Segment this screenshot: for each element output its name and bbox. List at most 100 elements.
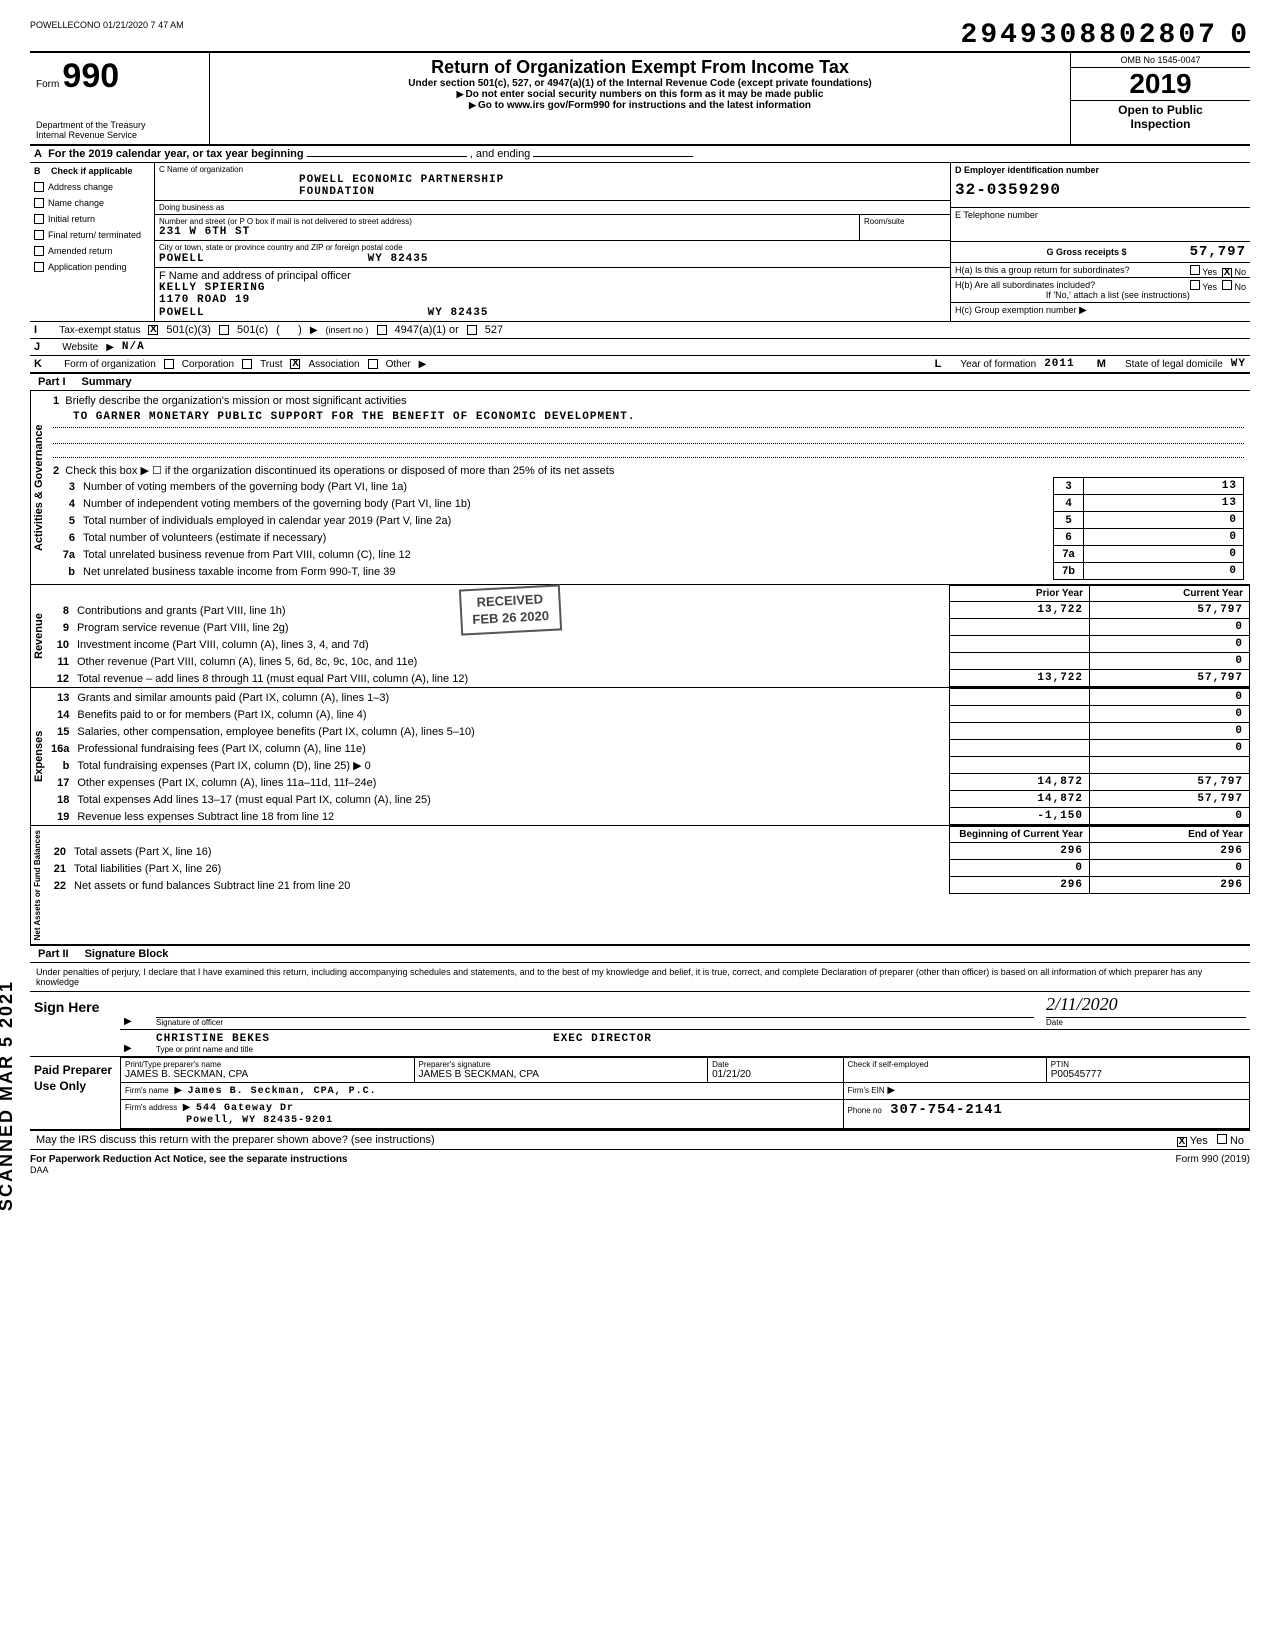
cb-ha-yes[interactable] bbox=[1190, 265, 1200, 275]
cb-corp[interactable] bbox=[164, 359, 174, 369]
paid-preparer-label: Paid Preparer Use Only bbox=[30, 1057, 120, 1129]
cb-discuss-no[interactable] bbox=[1217, 1134, 1227, 1144]
received-stamp: RECEIVED FEB 26 2020 bbox=[459, 584, 562, 635]
state-zip: WY 82435 bbox=[368, 253, 429, 265]
line-no: 9 bbox=[47, 619, 73, 636]
opt-other: Other bbox=[386, 359, 411, 370]
prep-name-label: Print/Type preparer's name bbox=[125, 1060, 410, 1069]
line-desc: Other revenue (Part VIII, column (A), li… bbox=[73, 653, 950, 670]
line-box: 7a bbox=[1054, 546, 1084, 563]
line-box: 7b bbox=[1054, 563, 1084, 580]
cb-address-change[interactable] bbox=[34, 182, 44, 192]
part1-name: Summary bbox=[74, 374, 1250, 391]
cb-amended-label: Amended return bbox=[48, 246, 113, 256]
firm-addr1: 544 Gateway Dr bbox=[196, 1103, 294, 1114]
dln-suffix: 0 bbox=[1230, 20, 1250, 51]
q2-label: Check this box ▶ ☐ if the organization d… bbox=[65, 465, 614, 477]
mission-text: TO GARNER MONETARY PUBLIC SUPPORT FOR TH… bbox=[53, 407, 1244, 428]
line-no: 11 bbox=[47, 653, 73, 670]
cb-final-return[interactable] bbox=[34, 230, 44, 240]
col-end-year: End of Year bbox=[1090, 827, 1250, 843]
opt-trust: Trust bbox=[260, 359, 282, 370]
line-desc: Total revenue – add lines 8 through 11 (… bbox=[73, 670, 950, 687]
line-box: 5 bbox=[1054, 512, 1084, 529]
opt-corp: Corporation bbox=[182, 359, 234, 370]
cb-amended[interactable] bbox=[34, 246, 44, 256]
cb-initial-return[interactable] bbox=[34, 214, 44, 224]
hc-label: H(c) Group exemption number bbox=[955, 305, 1077, 315]
line-desc: Net assets or fund balances Subtract lin… bbox=[70, 877, 950, 894]
website-label: Website bbox=[62, 342, 98, 353]
cb-name-change[interactable] bbox=[34, 198, 44, 208]
officer-city: POWELL bbox=[159, 307, 205, 319]
line-no: 8 bbox=[47, 602, 73, 619]
current-value: 0 bbox=[1090, 808, 1250, 825]
line-desc: Other expenses (Part IX, column (A), lin… bbox=[73, 774, 949, 791]
current-value: 0 bbox=[1090, 689, 1250, 706]
prior-value bbox=[950, 757, 1090, 774]
col-begin-year: Beginning of Current Year bbox=[950, 827, 1090, 843]
cb-ha-no[interactable] bbox=[1222, 268, 1232, 278]
prior-value bbox=[950, 636, 1090, 653]
prep-date: 01/21/20 bbox=[712, 1069, 838, 1080]
prep-name: JAMES B. SECKMAN, CPA bbox=[125, 1069, 410, 1080]
line-value: 13 bbox=[1084, 478, 1244, 495]
row-a: A For the 2019 calendar year, or tax yea… bbox=[30, 146, 1250, 163]
line-desc: Number of independent voting members of … bbox=[79, 495, 1054, 512]
net-assets-table: Beginning of Current Year End of Year 20… bbox=[44, 826, 1250, 894]
current-value: 296 bbox=[1090, 843, 1250, 860]
current-value: 57,797 bbox=[1090, 670, 1250, 687]
officer-sig-date: 2/11/2020 bbox=[1046, 994, 1246, 1018]
cb-501c[interactable] bbox=[219, 325, 229, 335]
expenses-table: 13 Grants and similar amounts paid (Part… bbox=[47, 688, 1250, 825]
prior-value: 296 bbox=[950, 843, 1090, 860]
hb-yes: Yes bbox=[1202, 282, 1217, 292]
cb-527[interactable] bbox=[467, 325, 477, 335]
cb-pending[interactable] bbox=[34, 262, 44, 272]
prior-value: 14,872 bbox=[950, 774, 1090, 791]
hb-no: No bbox=[1234, 282, 1246, 292]
side-governance: Activities & Governance bbox=[30, 391, 47, 584]
cb-discuss-yes[interactable] bbox=[1177, 1137, 1187, 1147]
current-value: 0 bbox=[1090, 653, 1250, 670]
col-b-checkboxes: B Check if applicable Address change Nam… bbox=[30, 163, 155, 321]
line-no: 15 bbox=[47, 723, 73, 740]
cb-501c3[interactable] bbox=[148, 325, 158, 335]
cb-other[interactable] bbox=[368, 359, 378, 369]
omb-number: OMB No 1545-0047 bbox=[1071, 53, 1250, 68]
gross-label: G Gross receipts $ bbox=[1046, 247, 1126, 257]
line-no: 18 bbox=[47, 791, 73, 808]
line-no: 22 bbox=[44, 877, 70, 894]
org-name-1: POWELL ECONOMIC PARTNERSHIP bbox=[159, 174, 946, 186]
officer-state-zip: WY 82435 bbox=[428, 307, 489, 319]
firm-name: James B. Seckman, CPA, P.C. bbox=[188, 1086, 377, 1097]
cb-hb-no[interactable] bbox=[1222, 280, 1232, 290]
cb-name-change-label: Name change bbox=[48, 198, 104, 208]
line-box: 6 bbox=[1054, 529, 1084, 546]
line-no: 14 bbox=[47, 706, 73, 723]
q1-label: Briefly describe the organization's miss… bbox=[65, 395, 406, 407]
cb-hb-yes[interactable] bbox=[1190, 280, 1200, 290]
domicile: WY bbox=[1231, 358, 1246, 370]
gross-receipts: 57,797 bbox=[1190, 244, 1246, 260]
firm-phone: 307-754-2141 bbox=[890, 1102, 1003, 1118]
arrow-icon bbox=[310, 324, 318, 336]
arrow-icon bbox=[124, 1015, 132, 1027]
col-prior-year: Prior Year bbox=[950, 586, 1090, 602]
year-begin-label: For the 2019 calendar year, or tax year … bbox=[48, 148, 304, 160]
cb-address-change-label: Address change bbox=[48, 182, 113, 192]
form-number: 990 bbox=[62, 57, 119, 95]
website-note: Go to www.irs gov/Form990 for instructio… bbox=[216, 100, 1064, 111]
daa: DAA bbox=[30, 1165, 1250, 1175]
cb-trust[interactable] bbox=[242, 359, 252, 369]
discuss-no: No bbox=[1230, 1135, 1244, 1147]
room-label: Room/suite bbox=[860, 215, 950, 240]
cb-assoc[interactable] bbox=[290, 359, 300, 369]
col-current-year: Current Year bbox=[1090, 586, 1250, 602]
cb-4947[interactable] bbox=[377, 325, 387, 335]
org-name-label: C Name of organization bbox=[159, 165, 946, 174]
line-desc: Grants and similar amounts paid (Part IX… bbox=[73, 689, 949, 706]
ein-label: D Employer identification number bbox=[955, 165, 1246, 175]
line-box: 3 bbox=[1054, 478, 1084, 495]
org-name-2: FOUNDATION bbox=[159, 186, 946, 198]
